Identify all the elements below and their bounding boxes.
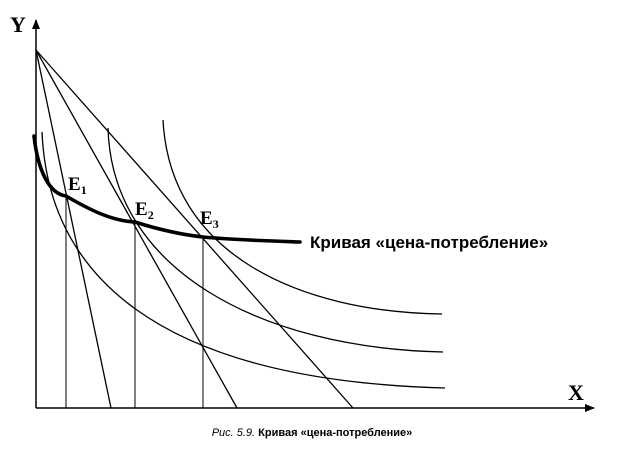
price-consumption-curve — [32, 134, 302, 244]
price-consumption-curve-label: Кривая «цена-потребление» — [310, 233, 548, 252]
figure-caption-title: Кривая «цена-потребление» — [258, 427, 413, 439]
budget-line-1 — [35, 49, 112, 409]
x-axis-label: X — [568, 380, 584, 405]
budget-line-3 — [35, 49, 354, 409]
figure-caption: Рис. 5.9. Кривая «цена-потребление» — [0, 427, 624, 439]
figure-caption-number: Рис. 5.9. — [211, 427, 256, 439]
indifference-curve-2 — [107, 127, 444, 353]
y-axis-label: Y — [10, 12, 26, 37]
point-label-e1: E1 — [68, 174, 87, 197]
indifference-curve-1 — [41, 131, 446, 389]
indifference-curve-3 — [162, 119, 443, 315]
point-label-e3: E3 — [200, 208, 219, 231]
point-label-e2: E2 — [135, 199, 154, 222]
